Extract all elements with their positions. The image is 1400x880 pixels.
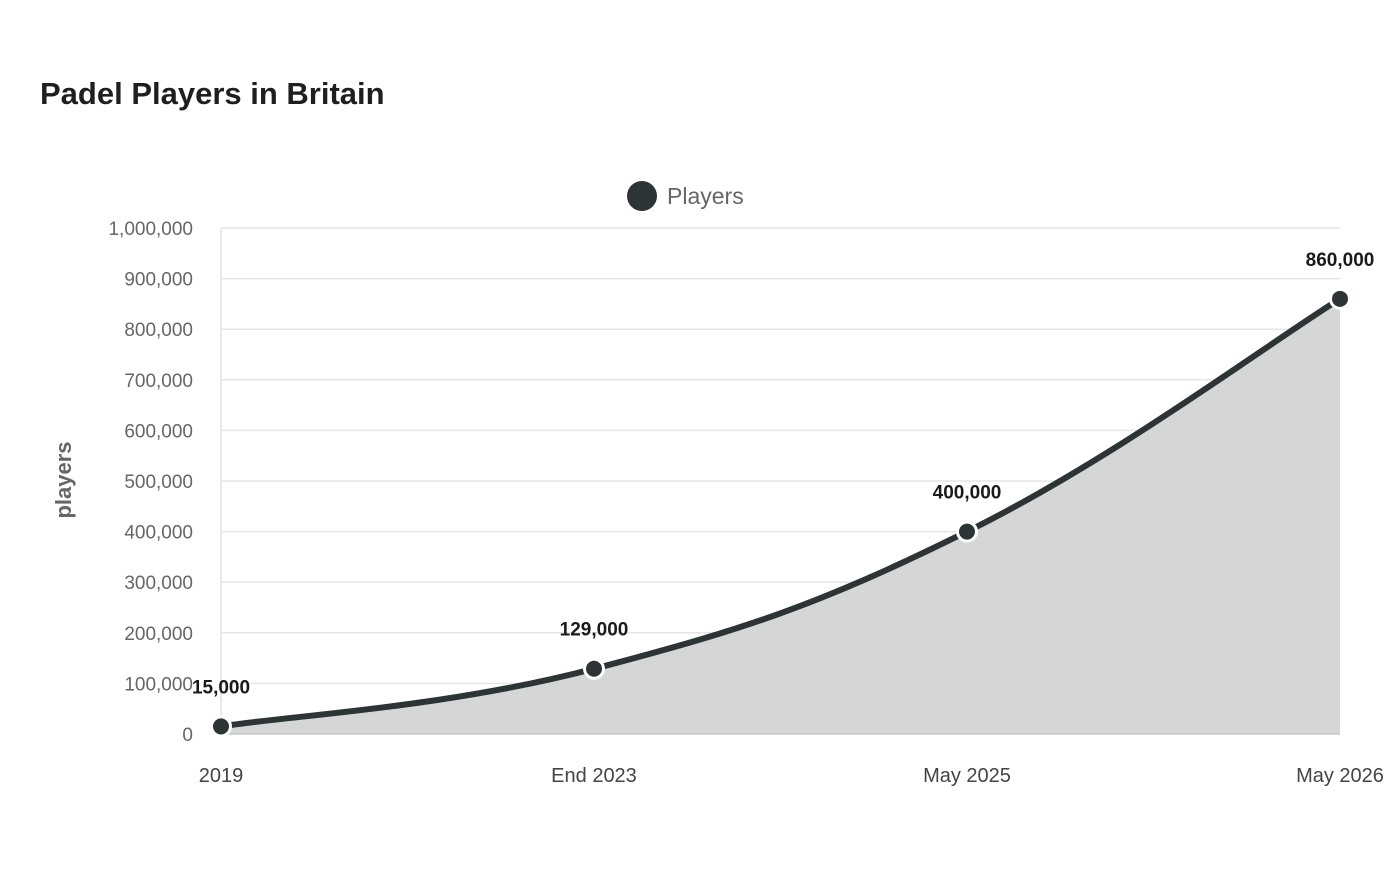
y-tick-label: 0 <box>182 725 193 746</box>
data-point <box>956 520 978 543</box>
x-tick-label: May 2025 <box>923 765 1011 787</box>
data-point <box>583 657 605 680</box>
y-tick-label: 700,000 <box>124 371 193 392</box>
data-points <box>210 287 1351 738</box>
y-tick-label: 100,000 <box>124 674 193 695</box>
y-tick-label: 300,000 <box>124 573 193 594</box>
area-fill <box>221 298 1340 734</box>
data-point <box>1329 287 1351 310</box>
y-tick-label: 400,000 <box>124 523 193 544</box>
legend-marker[interactable] <box>627 181 657 211</box>
area-layer <box>218 295 1343 735</box>
y-tick-label: 900,000 <box>124 270 193 291</box>
legend[interactable]: Players <box>627 181 744 211</box>
data-labels: 15,000 129,000 400,000 860,000 <box>192 250 1374 699</box>
y-axis-label: players <box>51 441 76 518</box>
data-label: 400,000 <box>933 483 1002 504</box>
series-line-players <box>218 295 1343 730</box>
data-point <box>210 715 232 738</box>
x-tick-label: End 2023 <box>551 765 637 787</box>
y-axis-ticks: 0 100,000 200,000 300,000 400,000 500,000 600,… <box>108 219 193 746</box>
legend-label[interactable]: Players <box>667 183 744 209</box>
data-label: 129,000 <box>560 620 629 641</box>
chart-title: Padel Players in Britain <box>40 76 385 111</box>
y-tick-label: 1,000,000 <box>108 219 193 240</box>
x-tick-label: 2019 <box>199 765 244 787</box>
y-tick-label: 200,000 <box>124 624 193 645</box>
data-label: 860,000 <box>1306 250 1375 271</box>
y-tick-label: 600,000 <box>124 421 193 442</box>
y-tick-label: 500,000 <box>124 472 193 493</box>
y-tick-label: 800,000 <box>124 320 193 341</box>
x-axis-ticks: 2019 End 2023 May 2025 May 2026 <box>199 765 1384 787</box>
x-tick-label: May 2026 <box>1296 765 1384 787</box>
data-label: 15,000 <box>192 677 250 698</box>
